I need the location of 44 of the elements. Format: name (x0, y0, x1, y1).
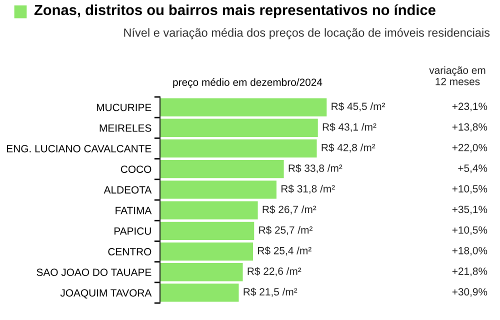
text: +35,1% (452, 206, 488, 214)
text: variação em 12 meses (429, 66, 486, 86)
bar (160, 263, 243, 282)
data-label: R$ 25,4 /m² (258, 246, 312, 256)
bar (160, 180, 276, 199)
y-tick-label: MUCURIPE (96, 104, 152, 112)
bar (160, 118, 318, 137)
text: +10,5% (452, 185, 488, 194)
bar (160, 98, 327, 116)
y-tick-label: ALDEOTA (104, 186, 152, 194)
y-tick-label: JOAQUIM TAVORA (60, 289, 152, 298)
text: +13,8% (452, 123, 488, 132)
data-label: R$ 21,5 /m² (244, 288, 298, 297)
y-tick-label: CENTRO (108, 248, 152, 256)
text: +10,5% (452, 226, 488, 235)
data-label: R$ 45,5 /m² (332, 102, 386, 112)
chart-title: Zonas, distritos ou bairros mais representativos no índice (34, 4, 436, 18)
text: +22,0% (452, 144, 488, 153)
text: +18,0% (452, 246, 488, 256)
y-tick-label: COCO (120, 166, 152, 173)
text: +23,1% (452, 102, 488, 112)
text: +5,4% (458, 164, 488, 174)
y-tick-label: PAPICU (114, 227, 151, 235)
data-label: R$ 31,8 /m² (282, 184, 335, 194)
bar (160, 160, 284, 178)
bar (160, 242, 254, 261)
data-label: R$ 43,1 /m² (322, 122, 376, 132)
bar (160, 201, 258, 220)
data-label: R$ 42,8 /m² (322, 143, 376, 153)
y-tick-label: ENG. LUCIANO CAVALCANTE (7, 144, 152, 152)
text: +30,9% (452, 288, 488, 297)
y-tick-label: FATIMA (116, 206, 152, 214)
data-label: R$ 26,7 /m² (262, 205, 316, 214)
data-label: R$ 25,7 /m² (259, 226, 313, 235)
text: +21,8% (452, 268, 488, 276)
data-label: R$ 33,8 /m² (288, 164, 342, 174)
y-tick-label: MEIRELES (100, 124, 152, 132)
y-tick-label: SAO JOAO DO TAUAPE (36, 268, 152, 276)
bar (160, 222, 254, 240)
bar (160, 284, 239, 302)
x-axis-title: preço médio em dezembro/2024 (173, 78, 322, 88)
chart-subtitle: Nível e variação média dos preços de locação de imóveis residenciais (124, 28, 490, 40)
data-label: R$ 22,6 /m² (248, 267, 302, 276)
bar (160, 139, 317, 158)
